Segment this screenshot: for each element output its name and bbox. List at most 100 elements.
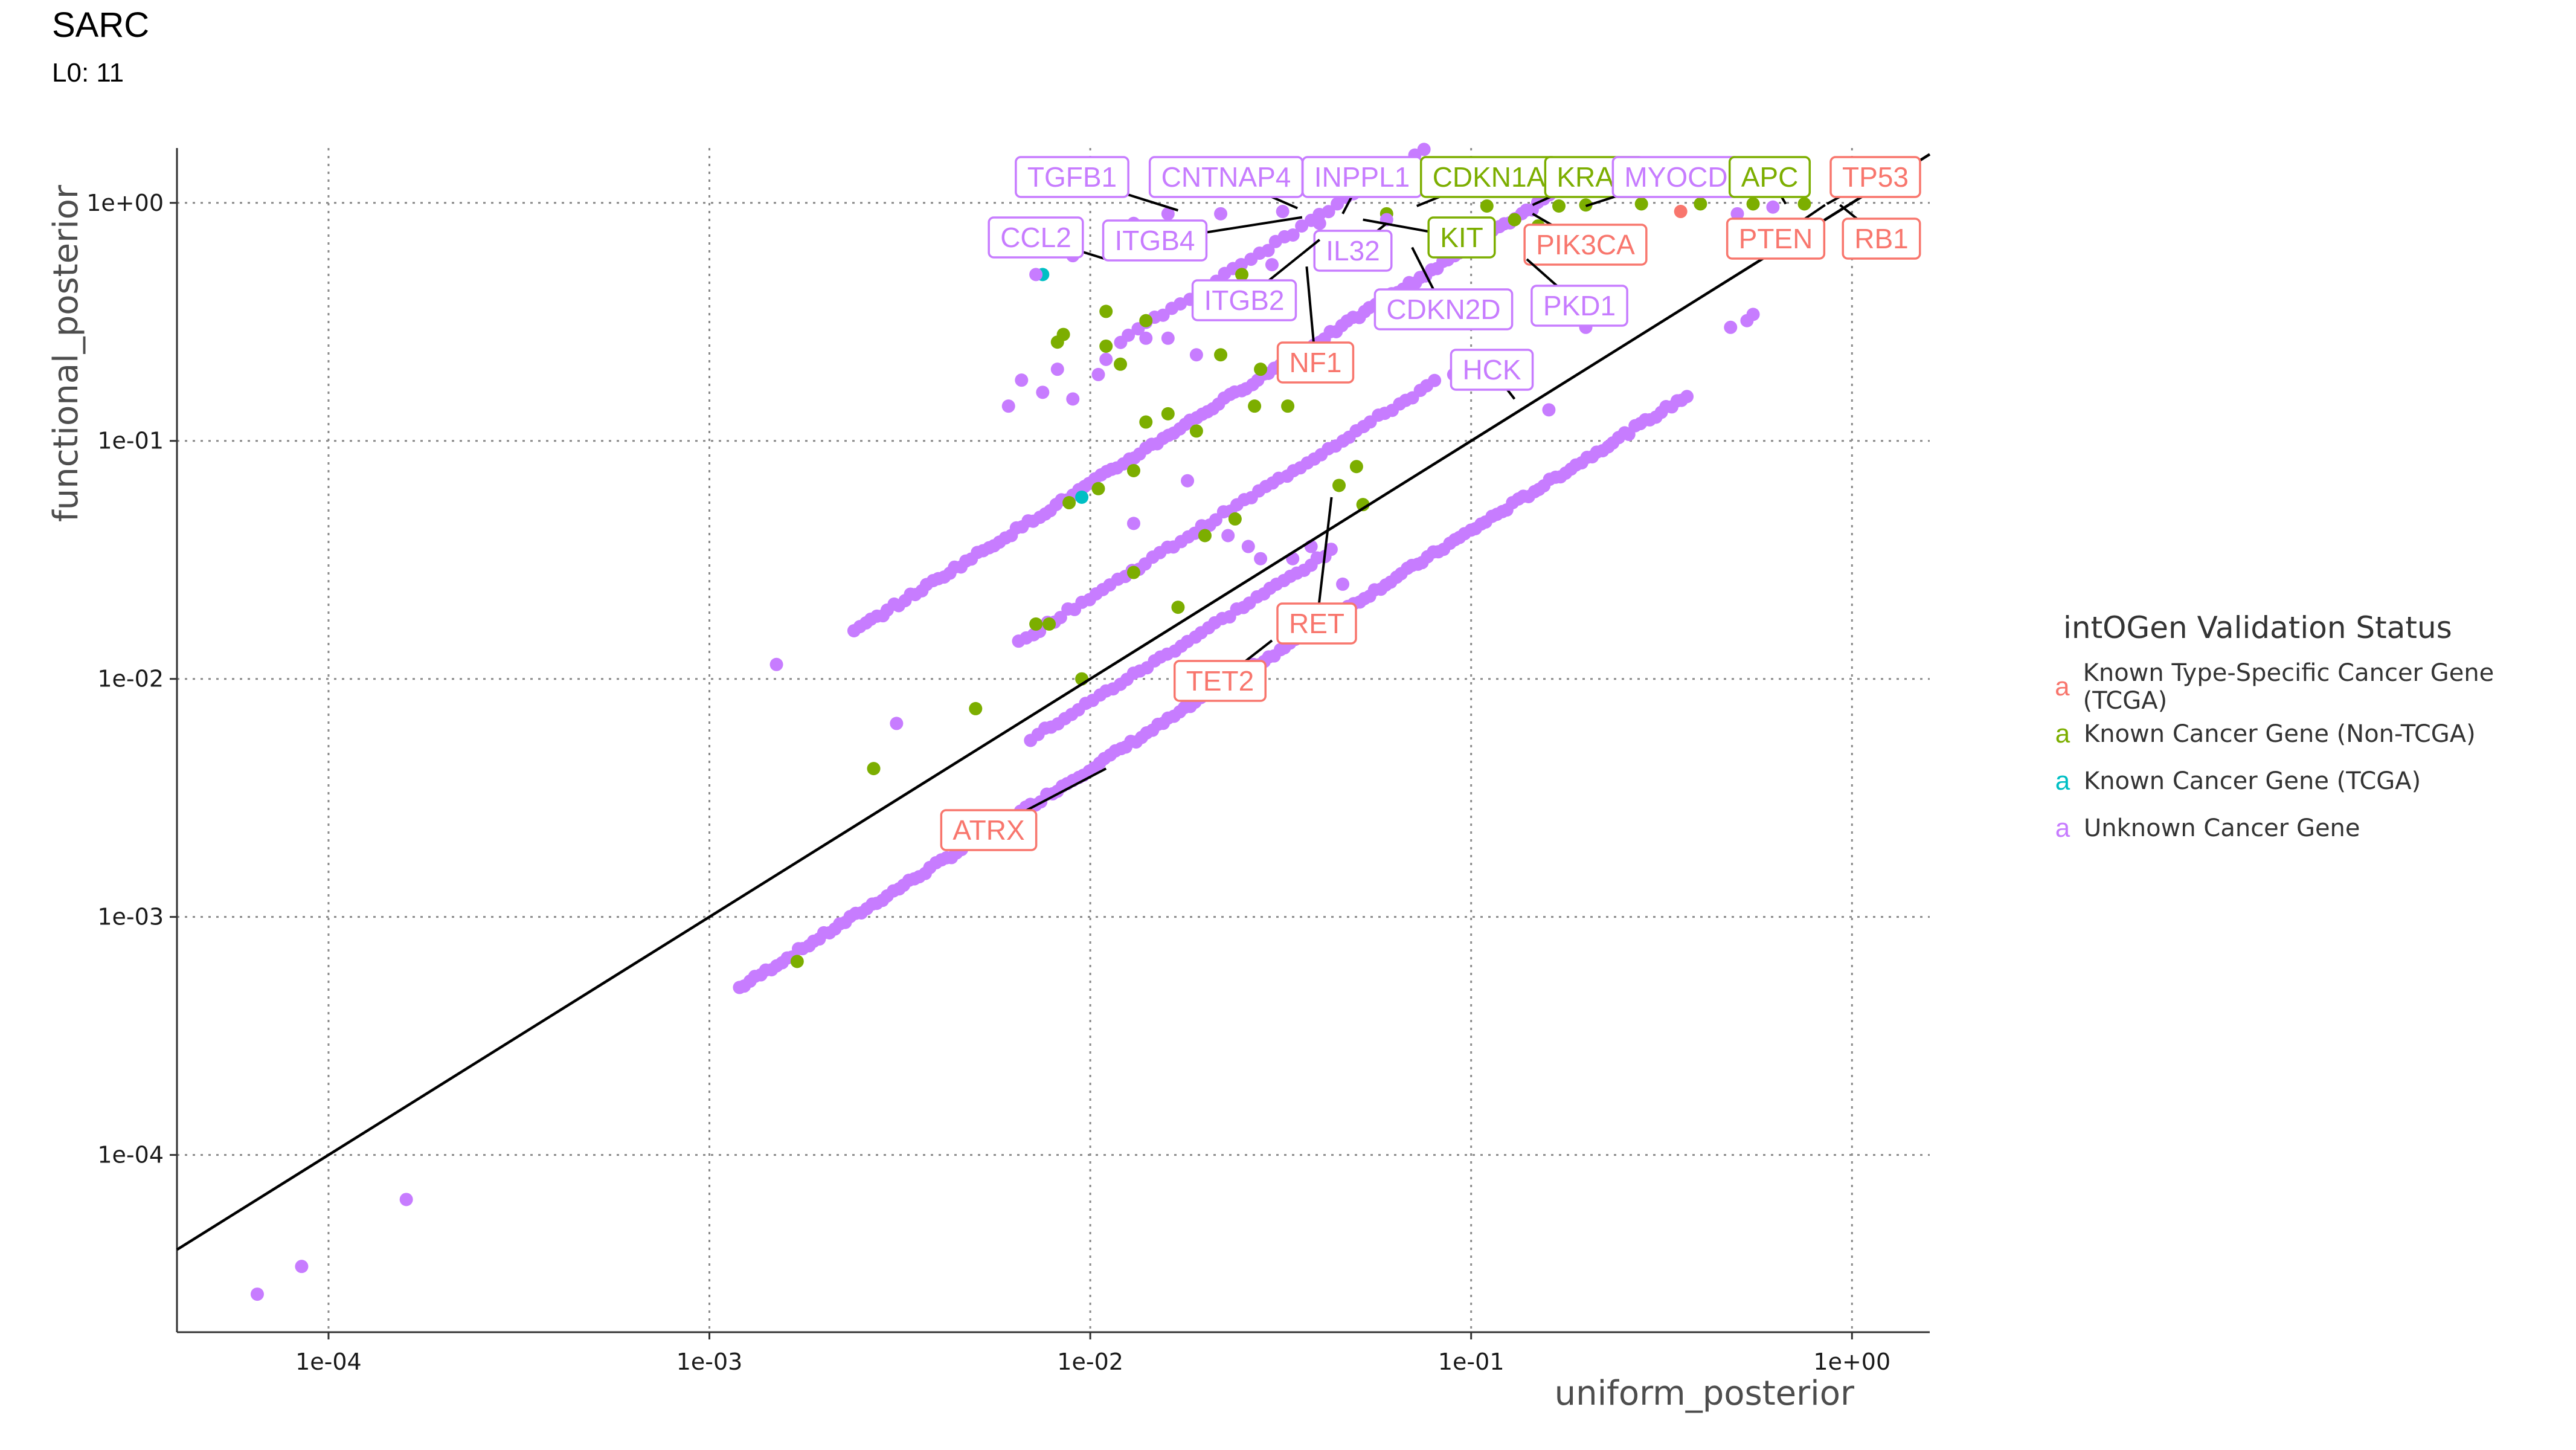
legend-item: a Known Type-Specific Cancer Gene (TCGA) [2041, 659, 2576, 715]
data-point [1126, 517, 1140, 530]
axes: 1e-04 1e-03 1e-02 1e-01 1e+00 1e-04 1e-03 1e-02… [86, 148, 1930, 1375]
data-point [1730, 207, 1744, 221]
data-point [399, 1193, 413, 1207]
gene-label-box [1523, 224, 1648, 266]
y-tick-label: 1e-02 [97, 666, 164, 692]
legend-key: a [2055, 672, 2070, 701]
data-point [1634, 197, 1648, 211]
gene-label: CCL2 [988, 216, 1084, 259]
x-tick-label: 1e-02 [1057, 1348, 1123, 1375]
data-point [1029, 268, 1043, 282]
gene-label: TGFB1 [1015, 156, 1129, 198]
gene-label-box [1276, 602, 1357, 645]
data-point [1428, 373, 1442, 387]
gene-label-text: HCK [1462, 354, 1521, 385]
y-tick-label: 1e+00 [86, 190, 164, 216]
gene-label-box [1102, 219, 1208, 262]
data-point [1349, 460, 1363, 474]
label-connector [1315, 497, 1333, 624]
data-point [1254, 552, 1268, 566]
gene-label-text: ITGB4 [1115, 225, 1195, 256]
data-point [1139, 314, 1153, 327]
data-point [1029, 617, 1043, 631]
data-point [1214, 207, 1228, 221]
data-point [790, 955, 804, 968]
data-point [890, 717, 904, 730]
gene-label-text: RET [1289, 608, 1344, 639]
gene-label-box [988, 216, 1084, 259]
grid-lines [177, 148, 1930, 1332]
data-point [1265, 258, 1279, 272]
data-point [1161, 407, 1175, 420]
data-point [769, 657, 783, 671]
gene-label: ATRX [940, 809, 1038, 851]
data-point [1066, 392, 1080, 406]
gene-label: CDKN1A [1419, 156, 1558, 198]
gene-label-text: IL32 [1326, 235, 1380, 266]
gene-label: PIK3CA [1523, 224, 1648, 266]
chart-title: SARC [52, 5, 150, 45]
data-point [1099, 352, 1113, 366]
data-point [1001, 399, 1015, 413]
data-point [1286, 228, 1300, 242]
gene-label: PKD1 [1531, 285, 1628, 327]
gene-label: RET [1276, 602, 1357, 645]
data-point [1797, 197, 1811, 211]
data-point [1056, 327, 1070, 341]
legend-key: a [2055, 766, 2070, 796]
data-point [1674, 205, 1688, 219]
gene-label-text: ITGB2 [1204, 285, 1285, 316]
data-point [1221, 529, 1235, 543]
gene-label: INPPL1 [1301, 156, 1423, 198]
data-point [1099, 304, 1113, 318]
gene-label-text: KIT [1440, 222, 1483, 253]
data-point [1062, 496, 1076, 510]
data-point [1746, 197, 1760, 211]
gene-label: TP53 [1829, 156, 1921, 198]
legend-label: Known Cancer Gene (TCGA) [2084, 767, 2421, 795]
data-point [1126, 566, 1140, 579]
gene-label-text: PKD1 [1543, 290, 1616, 321]
gene-label-text: PTEN [1739, 223, 1813, 254]
gene-label: NF1 [1276, 341, 1355, 384]
data-point [1417, 143, 1431, 156]
x-axis-label: uniform_posterior [1555, 1374, 1855, 1413]
gene-label-box [1313, 230, 1393, 272]
legend-key: a [2055, 813, 2070, 843]
data-point [1091, 482, 1105, 495]
data-point [1228, 512, 1242, 526]
gene-label-box [1842, 218, 1921, 260]
x-tick-label: 1e+00 [1813, 1348, 1890, 1375]
legend-key: a [2055, 719, 2070, 749]
chart-subtitle: L0: 11 [52, 58, 124, 88]
data-point [1312, 216, 1326, 230]
gene-label-text: CDKN1A [1433, 161, 1546, 193]
data-point [1214, 348, 1228, 362]
legend: intOGen Validation Status a Known Type-Sp… [2041, 610, 2576, 852]
legend-items: a Known Type-Specific Cancer Gene (TCGA) a… [2041, 659, 2576, 852]
data-point [1091, 367, 1105, 381]
data-point [1161, 331, 1175, 345]
data-point [250, 1287, 264, 1301]
y-tick-label: 1e-04 [97, 1142, 164, 1168]
data-point [1241, 540, 1255, 553]
gene-label: ITGB4 [1102, 219, 1208, 262]
data-point [1036, 385, 1050, 399]
gene-label: CDKN2D [1373, 288, 1514, 330]
data-point [1042, 617, 1056, 631]
gene-label-box [1829, 156, 1921, 198]
legend-item: a Known Cancer Gene (Non-TCGA) [2041, 710, 2576, 758]
gene-label: MYOCD [1611, 156, 1741, 198]
data-point [295, 1260, 309, 1274]
gene-label-text: RB1 [1854, 223, 1908, 254]
y-axis-label: functional_posterior [47, 184, 86, 522]
gene-label-box [1276, 341, 1355, 384]
gene-label-box [1726, 218, 1826, 260]
legend-label: Known Type-Specific Cancer Gene (TCGA) [2083, 659, 2494, 715]
data-point [1189, 348, 1203, 362]
gene-label-box [1728, 156, 1811, 198]
y-tick-label: 1e-03 [97, 904, 164, 930]
data-point [1053, 611, 1067, 625]
gene-label: APC [1728, 156, 1811, 198]
